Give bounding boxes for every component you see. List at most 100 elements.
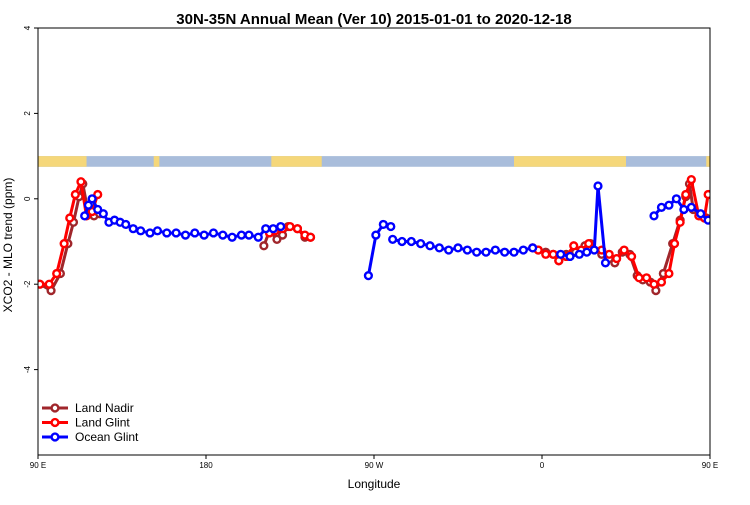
ocean-glint-point bbox=[679, 204, 689, 215]
ocean-glint-point bbox=[261, 224, 271, 234]
ocean-glint-point bbox=[145, 228, 155, 238]
ocean-glint-point bbox=[80, 211, 90, 221]
x-tick-label: 90 E bbox=[30, 461, 46, 470]
ocean-glint-point bbox=[371, 230, 381, 240]
ocean-glint-point bbox=[425, 241, 435, 251]
ocean-glint-point bbox=[121, 219, 131, 230]
ocean-glint-point bbox=[180, 230, 191, 240]
ocean-glint-point bbox=[481, 247, 491, 257]
land-glint-point bbox=[305, 232, 316, 242]
land-span bbox=[514, 156, 626, 167]
y-axis-label: XCO2 - MLO trend (ppm) bbox=[1, 178, 15, 313]
land-glint-point bbox=[65, 213, 75, 223]
ocean-glint-point bbox=[87, 194, 97, 204]
land-glint-point bbox=[292, 224, 303, 234]
ocean-glint-line bbox=[366, 222, 392, 276]
land-glint-point bbox=[634, 273, 644, 283]
land-glint-point bbox=[285, 221, 295, 232]
land-nadir-point bbox=[272, 234, 282, 244]
ocean-glint-point bbox=[720, 223, 727, 230]
land-nadir-line bbox=[600, 182, 707, 293]
ocean-glint-point bbox=[696, 209, 706, 219]
ocean-glint-legend-label: Ocean Glint bbox=[75, 430, 139, 444]
land-glint-point bbox=[626, 251, 637, 262]
land-glint-point bbox=[664, 268, 674, 279]
chart-title: 30N-35N Annual Mean (Ver 10) 2015-01-01 … bbox=[176, 11, 571, 28]
land-glint-point bbox=[604, 249, 614, 259]
y-tick-label: 2 bbox=[23, 111, 32, 116]
ocean-glint-point bbox=[406, 236, 416, 247]
ocean-glint-point bbox=[565, 251, 575, 262]
land-glint-point bbox=[619, 245, 629, 255]
x-tick-label: 90 E bbox=[702, 461, 718, 470]
ocean-glint-point bbox=[98, 209, 108, 219]
land-span bbox=[38, 156, 87, 167]
ocean-glint-point bbox=[171, 228, 181, 238]
ocean-glint-point bbox=[703, 215, 710, 225]
ocean-glint-point bbox=[500, 247, 510, 257]
ocean-glint-point bbox=[709, 219, 710, 225]
land-glint-point bbox=[584, 239, 594, 249]
land-nadir-legend-label: Land Nadir bbox=[75, 401, 134, 415]
ocean-glint-line bbox=[714, 222, 750, 233]
ocean-glint-point bbox=[556, 249, 566, 259]
land-glint-point bbox=[641, 273, 652, 283]
land-glint-point bbox=[548, 249, 558, 259]
ocean-glint-point bbox=[729, 225, 736, 232]
land-glint-point bbox=[612, 253, 622, 264]
ocean-glint-point bbox=[600, 258, 611, 268]
ocean-glint-point bbox=[738, 227, 745, 234]
ocean-glint-legend-marker bbox=[50, 432, 60, 442]
land-glint-point bbox=[703, 189, 710, 200]
land-nadir-point bbox=[259, 241, 269, 251]
ocean-glint-point bbox=[152, 226, 163, 236]
land-glint-point bbox=[681, 189, 691, 200]
ocean-glint-point bbox=[276, 221, 286, 232]
ocean-glint-point bbox=[253, 232, 263, 242]
ocean-glint-point bbox=[656, 202, 667, 212]
x-tick-label: 0 bbox=[540, 461, 545, 470]
ocean-glint-point bbox=[649, 211, 659, 221]
land-glint-point bbox=[686, 174, 696, 185]
ocean-glint-point bbox=[434, 243, 444, 253]
land-span bbox=[706, 156, 710, 167]
ocean-glint-point bbox=[363, 271, 374, 281]
ocean-glint-point bbox=[416, 239, 426, 249]
land-glint-point bbox=[569, 241, 579, 251]
ocean-glint-point bbox=[582, 247, 592, 257]
x-tick-label: 180 bbox=[199, 461, 213, 470]
land-glint-point bbox=[541, 249, 551, 259]
ocean-glint-point bbox=[509, 247, 519, 257]
ocean-glint-point bbox=[83, 200, 94, 210]
ocean-glint-point bbox=[671, 194, 682, 204]
ocean-glint-point bbox=[490, 245, 500, 255]
y-tick-label: 4 bbox=[23, 25, 32, 30]
ocean-glint-point bbox=[462, 245, 472, 255]
ocean-glint-point bbox=[162, 228, 172, 238]
land-glint-legend-marker bbox=[50, 417, 60, 428]
land-glint-point bbox=[44, 279, 54, 289]
ocean-band bbox=[38, 156, 710, 167]
ocean-glint-point bbox=[236, 230, 247, 240]
ocean-glint-point bbox=[93, 204, 103, 215]
ocean-glint-point bbox=[199, 230, 209, 240]
land-glint-point bbox=[649, 279, 659, 289]
ocean-glint-point bbox=[218, 230, 228, 240]
ocean-glint-point bbox=[208, 228, 219, 238]
x-axis-label: Longitude bbox=[348, 477, 401, 491]
land-glint-point bbox=[52, 268, 62, 279]
ocean-glint-point bbox=[227, 232, 237, 242]
land-glint-point bbox=[70, 189, 80, 200]
land-glint-point bbox=[59, 239, 69, 249]
ocean-glint-point bbox=[386, 221, 396, 232]
ocean-glint-point bbox=[397, 236, 407, 247]
ocean-glint-point bbox=[528, 243, 538, 253]
ocean-glint-line bbox=[392, 237, 534, 254]
land-glint-point bbox=[675, 217, 685, 227]
ocean-glint-point bbox=[589, 245, 599, 255]
ocean-glint-point bbox=[378, 219, 388, 230]
ocean-glint-point bbox=[686, 202, 696, 212]
land-span bbox=[153, 156, 160, 167]
ocean-glint-point bbox=[444, 245, 454, 255]
